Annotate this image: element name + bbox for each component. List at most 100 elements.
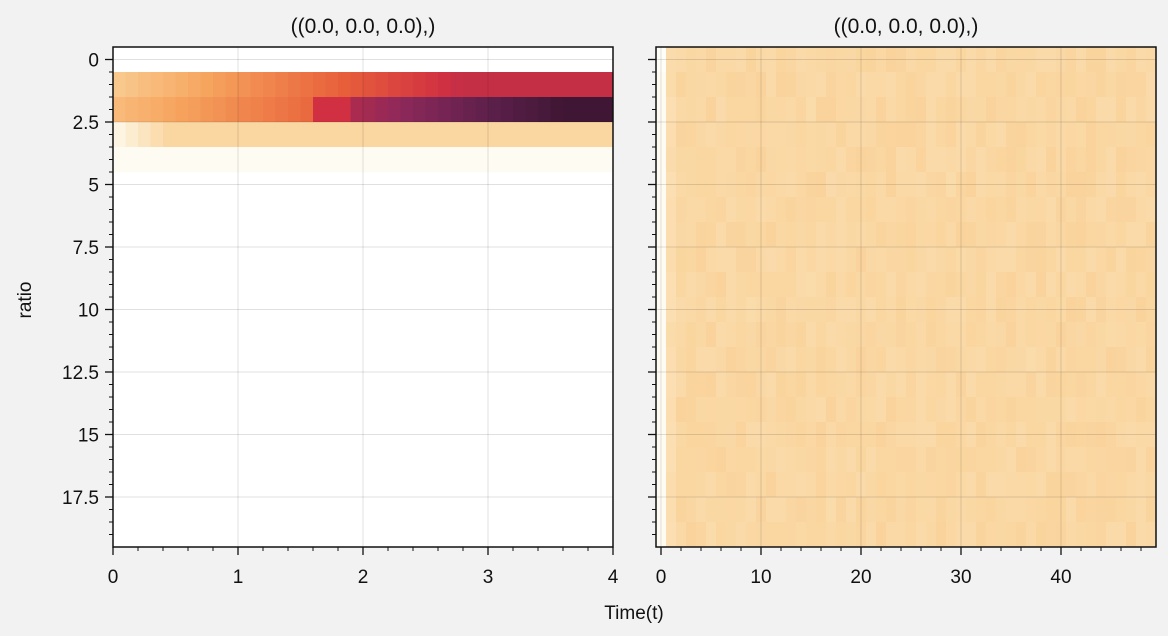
right-heatmap-cell (656, 272, 667, 298)
right-heatmap-cell (906, 347, 917, 373)
right-heatmap-cell (666, 47, 677, 73)
right-heatmap-cell (1046, 322, 1057, 348)
right-heatmap-cell (976, 297, 987, 323)
right-heatmap-cell (716, 497, 727, 523)
right-heatmap-cell (1026, 297, 1037, 323)
right-heatmap-cell (766, 372, 777, 398)
right-heatmap-cell (916, 172, 927, 198)
right-heatmap-cell (686, 297, 697, 323)
right-heatmap-cell (1066, 272, 1077, 298)
right-heatmap-cell (816, 297, 827, 323)
right-heatmap-cell (786, 397, 797, 423)
right-heatmap-cell (976, 197, 987, 223)
right-heatmap-cell (846, 122, 857, 148)
left-y-tick-label: 2.5 (73, 113, 99, 134)
left-heatmap-cell (163, 72, 176, 98)
left-heatmap-cell (275, 72, 289, 98)
left-x-tick-label: 4 (608, 567, 619, 588)
right-heatmap-cell (996, 197, 1007, 223)
right-heatmap-cell (946, 147, 957, 173)
right-heatmap-cell (806, 172, 817, 198)
right-heatmap-cell (1126, 222, 1137, 248)
right-heatmap-cell (986, 347, 997, 373)
right-heatmap-cell (976, 222, 987, 248)
right-heatmap-cell (1036, 197, 1047, 223)
right-heatmap-cell (896, 122, 907, 148)
right-heatmap-cell (1116, 472, 1127, 498)
right-heatmap-cell (766, 297, 777, 323)
right-heatmap-cell (976, 122, 987, 148)
right-heatmap-cell (686, 97, 697, 123)
right-heatmap-cell (936, 147, 947, 173)
right-heatmap-cell (696, 47, 707, 73)
right-heatmap-cell (1076, 472, 1087, 498)
right-heatmap-cell (936, 422, 947, 448)
right-heatmap-cell (726, 272, 737, 298)
left-heatmap-cell (600, 122, 614, 148)
right-heatmap-cell (1106, 197, 1117, 223)
right-heatmap-cell (796, 247, 807, 273)
right-heatmap-cell (746, 497, 757, 523)
right-heatmap-cell (916, 297, 927, 323)
right-heatmap-cell (736, 472, 747, 498)
right-heatmap-cell (896, 347, 907, 373)
right-heatmap-cell (806, 197, 817, 223)
right-heatmap-cell (926, 497, 937, 523)
left-heatmap-cell (213, 147, 226, 173)
right-heatmap-cell (806, 422, 817, 448)
left-heatmap-cell (238, 122, 251, 148)
right-heatmap-cell (976, 147, 987, 173)
right-heatmap-cell (1106, 472, 1117, 498)
right-heatmap-cell (796, 197, 807, 223)
right-heatmap-cell (696, 322, 707, 348)
right-heatmap-cell (726, 47, 737, 73)
right-heatmap-cell (666, 447, 677, 473)
right-heatmap-cell (746, 47, 757, 73)
left-heatmap-cell (363, 72, 376, 98)
left-heatmap-cell (350, 97, 364, 123)
right-heatmap-cell (886, 272, 897, 298)
right-heatmap-cell (686, 272, 697, 298)
right-heatmap-cell (936, 72, 947, 98)
right-heatmap-cell (1006, 272, 1017, 298)
right-heatmap-cell (686, 347, 697, 373)
right-heatmap-cell (916, 147, 927, 173)
right-heatmap-cell (756, 147, 767, 173)
right-heatmap-cell (1126, 472, 1137, 498)
right-gridlines (656, 47, 1156, 547)
right-heatmap-cell (656, 322, 667, 348)
right-heatmap-cell (1006, 322, 1017, 348)
right-heatmap-cell (926, 247, 937, 273)
left-heatmap-cell (113, 97, 126, 123)
left-heatmap-cell (550, 72, 564, 98)
right-heatmap-cell (906, 422, 917, 448)
right-heatmap-cell (776, 247, 787, 273)
right-heatmap-cell (696, 497, 707, 523)
right-heatmap-cell (1016, 222, 1027, 248)
right-heatmap-cell (656, 372, 667, 398)
right-heatmap-cell (1126, 47, 1137, 73)
right-heatmap-cell (1076, 122, 1087, 148)
right-heatmap-cell (856, 347, 867, 373)
right-heatmap-cell (716, 197, 727, 223)
left-heatmap-cell (375, 97, 389, 123)
right-heatmap-cell (1106, 172, 1117, 198)
right-heatmap-cell (1016, 122, 1027, 148)
right-heatmap-cell (716, 347, 727, 373)
left-heatmap-cell (538, 97, 551, 123)
right-heatmap-cell (1016, 272, 1027, 298)
right-heatmap-cell (746, 172, 757, 198)
right-heatmap-cell (1076, 222, 1087, 248)
right-heatmap-cell (756, 222, 767, 248)
right-heatmap-cell (976, 347, 987, 373)
right-heatmap-cell (946, 247, 957, 273)
right-heatmap-cell (706, 497, 717, 523)
right-heatmap-cell (856, 397, 867, 423)
left-y-tick-label: 7.5 (73, 238, 99, 259)
left-heatmap-cell (413, 97, 426, 123)
right-heatmap-cell (916, 222, 927, 248)
right-heatmap-cell (886, 172, 897, 198)
right-heatmap-cell (1076, 247, 1087, 273)
left-heatmap-cell (575, 147, 589, 173)
right-heatmap-cell (666, 247, 677, 273)
